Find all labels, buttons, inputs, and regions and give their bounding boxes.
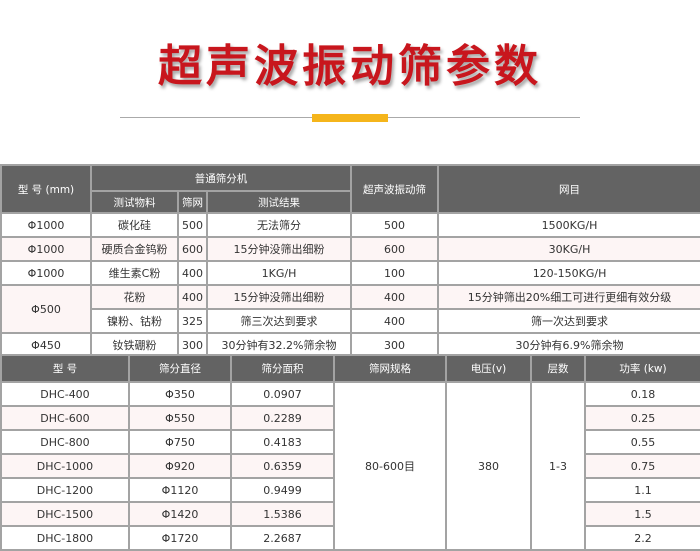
cell-output: 1500KG/H (437, 212, 700, 238)
cell-output: 120-150KG/H (437, 260, 700, 286)
header-col: 电压(v) (445, 354, 532, 383)
cell-power: 0.18 (584, 381, 700, 407)
header-col: 筛分面积 (230, 354, 335, 383)
cell-material: 钕铁硼粉 (90, 332, 179, 358)
cell-diameter: Φ750 (128, 429, 232, 455)
header-col: 层数 (530, 354, 586, 383)
cell-area: 0.6359 (230, 453, 335, 479)
cell-result: 无法筛分 (205, 212, 353, 238)
header-col: 型 号 (0, 354, 130, 383)
cell-result: 15分钟没筛出细粉 (205, 236, 353, 262)
cell-ultra: 300 (350, 332, 440, 358)
cell-power: 0.75 (584, 453, 700, 479)
cell-model: DHC-600 (0, 405, 130, 431)
cell-material: 硬质合金钨粉 (90, 236, 179, 262)
cell-ultra: 400 (350, 308, 440, 334)
cell-model: DHC-800 (0, 429, 130, 455)
cell-mesh: 400 (177, 284, 208, 310)
cell-mesh: 400 (177, 260, 208, 286)
cell-power: 0.55 (584, 429, 700, 455)
cell-material: 碳化硅 (90, 212, 179, 238)
cell-output: 30KG/H (437, 236, 700, 262)
cell-area: 0.9499 (230, 477, 335, 503)
cell-area: 0.2289 (230, 405, 335, 431)
cell-diameter: Φ920 (128, 453, 232, 479)
header-mesh: 筛网 (177, 190, 208, 214)
header-material: 测试物料 (90, 190, 179, 214)
cell-power: 1.1 (584, 477, 700, 503)
cell-result: 1KG/H (205, 260, 353, 286)
table-row: DHC-400 Φ350 0.0907 80-600目 380 1-3 0.18 (0, 381, 700, 551)
cell-mesh-spec: 80-600目 (333, 381, 447, 551)
header-col: 筛分直径 (128, 354, 232, 383)
cell-layers: 1-3 (530, 381, 586, 551)
comparison-table: 型 号 (mm) 普通筛分机 超声波振动筛 网目 测试物料 筛网 测试结果 Φ1… (0, 164, 700, 358)
table-row: Φ1000 碳化硅 500 无法筛分 500 1500KG/H (0, 212, 700, 238)
cell-ultra: 400 (350, 284, 440, 310)
cell-diameter: Φ1120 (128, 477, 232, 503)
cell-output: 筛一次达到要求 (437, 308, 700, 334)
table-row: DHC-1200 Φ1120 0.9499 1.1 (0, 477, 700, 503)
cell-result: 筛三次达到要求 (205, 308, 353, 334)
cell-model: Φ1000 (0, 260, 92, 286)
cell-area: 0.0907 (230, 381, 335, 407)
table-row: Φ450 钕铁硼粉 300 30分钟有32.2%筛余物 300 30分钟有6.9%筛余物 (0, 332, 700, 358)
cell-model: DHC-1800 (0, 525, 130, 551)
cell-diameter: Φ1420 (128, 501, 232, 527)
table-row: Φ1000 硬质合金钨粉 600 15分钟没筛出细粉 600 30KG/H (0, 236, 700, 262)
cell-model: Φ1000 (0, 212, 92, 238)
header-output: 网目 (437, 164, 700, 214)
cell-area: 1.5386 (230, 501, 335, 527)
header-col: 筛网规格 (333, 354, 447, 383)
header-normal: 普通筛分机 (89, 164, 353, 192)
spec-table: 型 号筛分直径 筛分面积 筛网规格 电压(v) 层数 功率 (kw) DHC-400 Φ35… (0, 354, 700, 551)
accent-bar (312, 114, 388, 122)
header-model: 型 号 (mm) (0, 164, 92, 214)
cell-model: Φ500 (0, 284, 92, 334)
cell-area: 0.4183 (230, 429, 335, 455)
cell-diameter: Φ350 (128, 381, 232, 407)
cell-result: 30分钟有32.2%筛余物 (205, 332, 353, 358)
cell-diameter: Φ550 (128, 405, 232, 431)
header-col: 功率 (kw) (584, 354, 700, 383)
table-row: DHC-1000 Φ920 0.6359 0.75 (0, 453, 700, 479)
cell-voltage: 380 (445, 381, 532, 551)
cell-mesh: 600 (177, 236, 208, 262)
cell-area: 2.2687 (230, 525, 335, 551)
cell-mesh: 325 (177, 308, 208, 334)
cell-ultra: 100 (350, 260, 440, 286)
cell-result: 15分钟没筛出细粉 (205, 284, 353, 310)
table-row: DHC-600 Φ550 0.2289 0.25 (0, 405, 700, 431)
cell-mesh: 500 (177, 212, 208, 238)
table-row: Φ500 花粉 400 15分钟没筛出细粉 400 15分钟筛出20%细工可进行更细有效分… (0, 284, 700, 334)
cell-material: 镍粉、钴粉 (90, 308, 179, 334)
cell-power: 2.2 (584, 525, 700, 551)
cell-material: 维生素C粉 (90, 260, 179, 286)
page-title: 超声波振动筛参数 (158, 41, 542, 92)
table-row: Φ1000 维生素C粉 400 1KG/H 100 120-150KG/H (0, 260, 700, 286)
cell-power: 0.25 (584, 405, 700, 431)
cell-model: DHC-1000 (0, 453, 130, 479)
cell-model: DHC-1200 (0, 477, 130, 503)
cell-output: 15分钟筛出20%细工可进行更细有效分级 (437, 284, 700, 310)
cell-model: Φ1000 (0, 236, 92, 262)
cell-mesh: 300 (177, 332, 208, 358)
cell-power: 1.5 (584, 501, 700, 527)
cell-ultra: 500 (350, 212, 440, 238)
header-result: 测试结果 (205, 190, 353, 214)
cell-ultra: 600 (350, 236, 440, 262)
cell-material: 花粉 (90, 284, 179, 310)
table-row: 镍粉、钴粉 325 筛三次达到要求 400 筛一次达到要求 (1, 308, 700, 334)
cell-diameter: Φ1720 (128, 525, 232, 551)
table-row: DHC-800 Φ750 0.4183 0.55 (0, 429, 700, 455)
cell-model: DHC-1500 (0, 501, 130, 527)
table-row: DHC-1500 Φ1420 1.5386 1.5 (0, 501, 700, 527)
cell-model: DHC-400 (0, 381, 130, 407)
header-ultra: 超声波振动筛 (350, 164, 440, 214)
